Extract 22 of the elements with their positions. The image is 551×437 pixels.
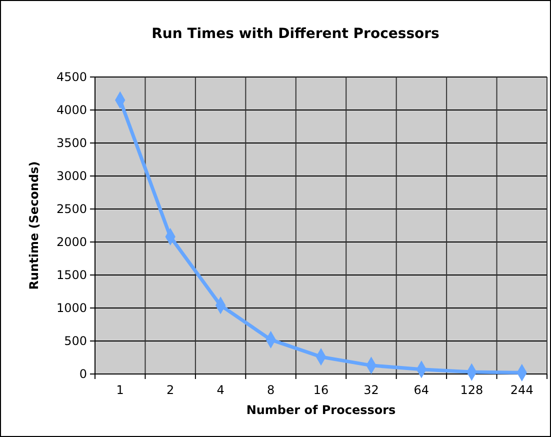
y-tick-label: 4000 xyxy=(56,103,87,118)
y-tick-label: 3500 xyxy=(56,136,87,150)
x-tick-label: 8 xyxy=(266,383,275,397)
y-axis-title: Runtime (Seconds) xyxy=(27,161,41,290)
y-tick-label: 4500 xyxy=(56,70,87,84)
y-tick-label: 1000 xyxy=(56,301,87,316)
x-tick-label: 32 xyxy=(364,383,379,397)
y-tick-label: 3000 xyxy=(56,169,87,184)
y-tick-label: 1500 xyxy=(56,268,87,282)
x-axis-title: Number of Processors xyxy=(246,403,396,417)
y-tick-label: 500 xyxy=(64,334,87,348)
x-tick-label: 1 xyxy=(116,383,124,397)
x-tick-label: 2 xyxy=(166,383,174,397)
x-tick-label: 4 xyxy=(216,383,224,397)
y-tick-label: 2500 xyxy=(56,202,87,216)
x-tick-label: 16 xyxy=(313,383,329,397)
x-tick-label: 128 xyxy=(460,383,484,397)
x-tick-label: 244 xyxy=(510,383,534,397)
chart-title: Run Times with Different Processors xyxy=(152,26,440,42)
y-tick-label: 0 xyxy=(79,367,87,382)
x-tick-label: 64 xyxy=(414,383,430,397)
y-tick-label: 2000 xyxy=(56,235,87,250)
